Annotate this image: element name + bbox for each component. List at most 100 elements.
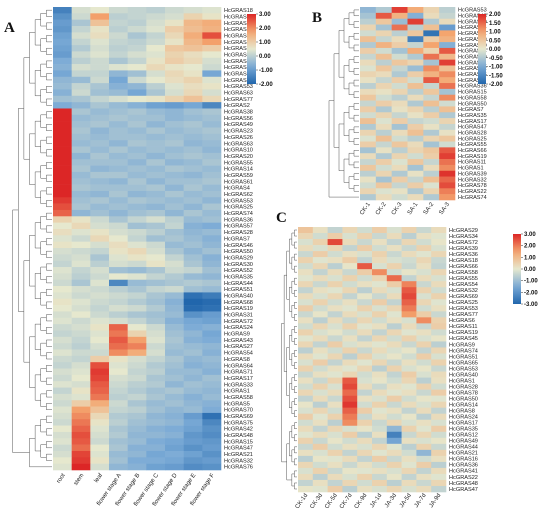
heatmap-cell xyxy=(416,263,432,270)
heatmap-cell xyxy=(127,152,147,160)
heatmap-cell xyxy=(109,387,128,395)
heatmap-cell xyxy=(342,281,358,288)
heatmap-cell xyxy=(407,12,424,19)
heatmap-cell xyxy=(90,349,110,357)
heatmap-cell xyxy=(109,38,128,46)
heatmap-cell xyxy=(53,450,72,458)
heatmap-cell xyxy=(90,362,110,369)
row-label: HcGRAS3 xyxy=(458,78,484,84)
heatmap-cell xyxy=(357,281,373,288)
legend-tick-label: 1.00 xyxy=(524,255,536,261)
heatmap-cell xyxy=(127,450,147,458)
heatmap-cell xyxy=(165,146,184,154)
heatmap-cell xyxy=(165,419,184,426)
heatmap-cell xyxy=(342,473,358,481)
heatmap-cell xyxy=(90,165,110,173)
legend-tick-label: -1.00 xyxy=(259,68,273,74)
heatmap-cell xyxy=(146,184,166,192)
heatmap-cell xyxy=(357,329,373,336)
heatmap-cell xyxy=(71,70,91,78)
row-label: HcGRAS39 xyxy=(458,171,487,177)
heatmap-cell xyxy=(360,12,377,19)
heatmap-cell xyxy=(372,467,388,475)
heatmap-cell xyxy=(71,260,91,268)
heatmap-cell xyxy=(183,444,203,452)
heatmap-cell xyxy=(146,381,166,388)
heatmap-cell xyxy=(342,383,358,390)
heatmap-cell xyxy=(327,293,343,300)
heatmap-cell xyxy=(375,182,392,189)
heatmap-cell xyxy=(386,449,402,457)
heatmap-cell xyxy=(375,123,392,131)
heatmap-cell xyxy=(298,437,314,445)
row-label: HcGRAS11 xyxy=(224,33,253,39)
heatmap-cell xyxy=(53,381,72,388)
heatmap-cell xyxy=(90,178,110,185)
heatmap-cell xyxy=(327,443,343,451)
heatmap-cell xyxy=(423,112,440,119)
heatmap-cell xyxy=(407,36,424,43)
heatmap-cell xyxy=(146,438,166,445)
row-label: HcGRAS36 xyxy=(449,463,478,469)
heatmap-cell xyxy=(298,275,314,282)
heatmap-cell xyxy=(146,140,166,147)
heatmap-cell xyxy=(53,114,72,122)
heatmap-cell xyxy=(357,395,373,402)
heatmap-cell xyxy=(109,95,128,103)
heatmap-cell xyxy=(386,437,402,445)
heatmap-cell xyxy=(298,389,314,396)
heatmap-cell xyxy=(342,371,358,378)
heatmap-cell xyxy=(90,45,110,52)
heatmap-cell xyxy=(165,324,184,331)
row-label: HcGRAS6 xyxy=(224,14,250,20)
row-label: HcGRAS65 xyxy=(449,360,478,366)
heatmap-cell xyxy=(90,95,110,103)
heatmap-cell xyxy=(71,286,91,293)
heatmap-cell xyxy=(183,184,203,192)
heatmap-cell xyxy=(71,32,91,40)
heatmap-cell xyxy=(71,387,91,395)
row-label: HcGRAS55 xyxy=(458,142,487,148)
heatmap-cell xyxy=(183,362,203,369)
heatmap-cell xyxy=(146,76,166,84)
heatmap-cell xyxy=(71,355,91,363)
column-label: leaf xyxy=(94,472,105,484)
heatmap-cell xyxy=(386,311,402,318)
heatmap-cell xyxy=(183,203,203,211)
heatmap-cell xyxy=(183,190,203,198)
heatmap-cell xyxy=(202,241,222,249)
heatmap-cell xyxy=(183,368,203,376)
heatmap-cell xyxy=(439,182,456,189)
heatmap-cell xyxy=(439,106,456,113)
heatmap-cell xyxy=(202,171,222,179)
heatmap-cell xyxy=(386,431,402,439)
panel-b-heatmap: B HcGRAS53HcGRAS48HcGRAS30HcGRAS24HcGRAS… xyxy=(312,7,503,216)
heatmap-cell xyxy=(127,387,147,395)
heatmap-cell xyxy=(423,153,440,160)
heatmap-cell xyxy=(183,349,203,357)
heatmap-cell xyxy=(71,83,91,90)
heatmap-cell xyxy=(342,455,358,463)
heatmap-cell xyxy=(71,108,91,116)
heatmap-cell xyxy=(298,383,314,390)
heatmap-cell xyxy=(375,88,392,96)
heatmap-cell xyxy=(423,71,440,78)
heatmap-cell xyxy=(431,227,447,234)
heatmap-cell xyxy=(71,450,91,458)
heatmap-cell xyxy=(357,263,373,270)
heatmap-cell xyxy=(431,359,447,366)
heatmap-cell xyxy=(109,159,128,166)
heatmap-cell xyxy=(375,147,392,154)
heatmap-cell xyxy=(391,141,408,148)
heatmap-cell xyxy=(183,95,203,103)
heatmap-cell xyxy=(357,443,373,451)
heatmap-cell xyxy=(391,123,408,131)
row-label: HcGRAS50 xyxy=(224,21,253,27)
legend-tick-label: 2.00 xyxy=(259,26,271,32)
heatmap-cell xyxy=(165,51,184,59)
heatmap-cell xyxy=(360,153,377,160)
heatmap-cell xyxy=(327,245,343,252)
heatmap-cell xyxy=(391,83,408,90)
heatmap-cell xyxy=(109,235,128,242)
heatmap-cell xyxy=(439,94,456,101)
